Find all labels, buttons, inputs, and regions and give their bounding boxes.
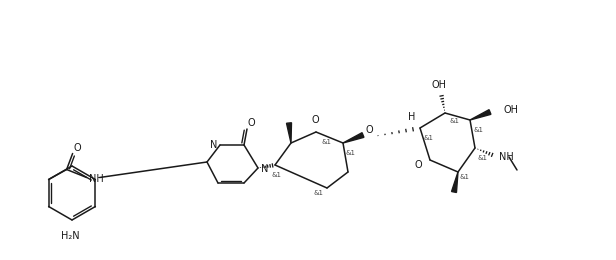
Text: O: O <box>74 142 81 153</box>
Text: O: O <box>248 118 256 128</box>
Text: O: O <box>415 160 422 170</box>
Text: H: H <box>408 112 416 122</box>
Text: NH: NH <box>499 152 514 162</box>
Text: OH: OH <box>503 105 518 115</box>
Text: N: N <box>261 164 269 174</box>
Text: &1: &1 <box>313 190 323 196</box>
Text: &1: &1 <box>460 174 470 180</box>
Text: &1: &1 <box>478 155 488 161</box>
Polygon shape <box>452 172 458 192</box>
Text: &1: &1 <box>449 118 459 124</box>
Text: H₂N: H₂N <box>61 231 79 241</box>
Text: N: N <box>209 140 217 150</box>
Text: OH: OH <box>431 80 447 90</box>
Polygon shape <box>286 123 291 143</box>
Text: &1: &1 <box>473 127 483 133</box>
Text: &1: &1 <box>322 139 332 145</box>
Polygon shape <box>470 110 491 120</box>
Text: O: O <box>365 125 373 135</box>
Text: O: O <box>311 115 319 125</box>
Polygon shape <box>343 133 364 143</box>
Text: &1: &1 <box>424 135 434 141</box>
Text: &1: &1 <box>345 150 355 156</box>
Text: &1: &1 <box>271 172 281 178</box>
Text: NH: NH <box>89 173 103 184</box>
